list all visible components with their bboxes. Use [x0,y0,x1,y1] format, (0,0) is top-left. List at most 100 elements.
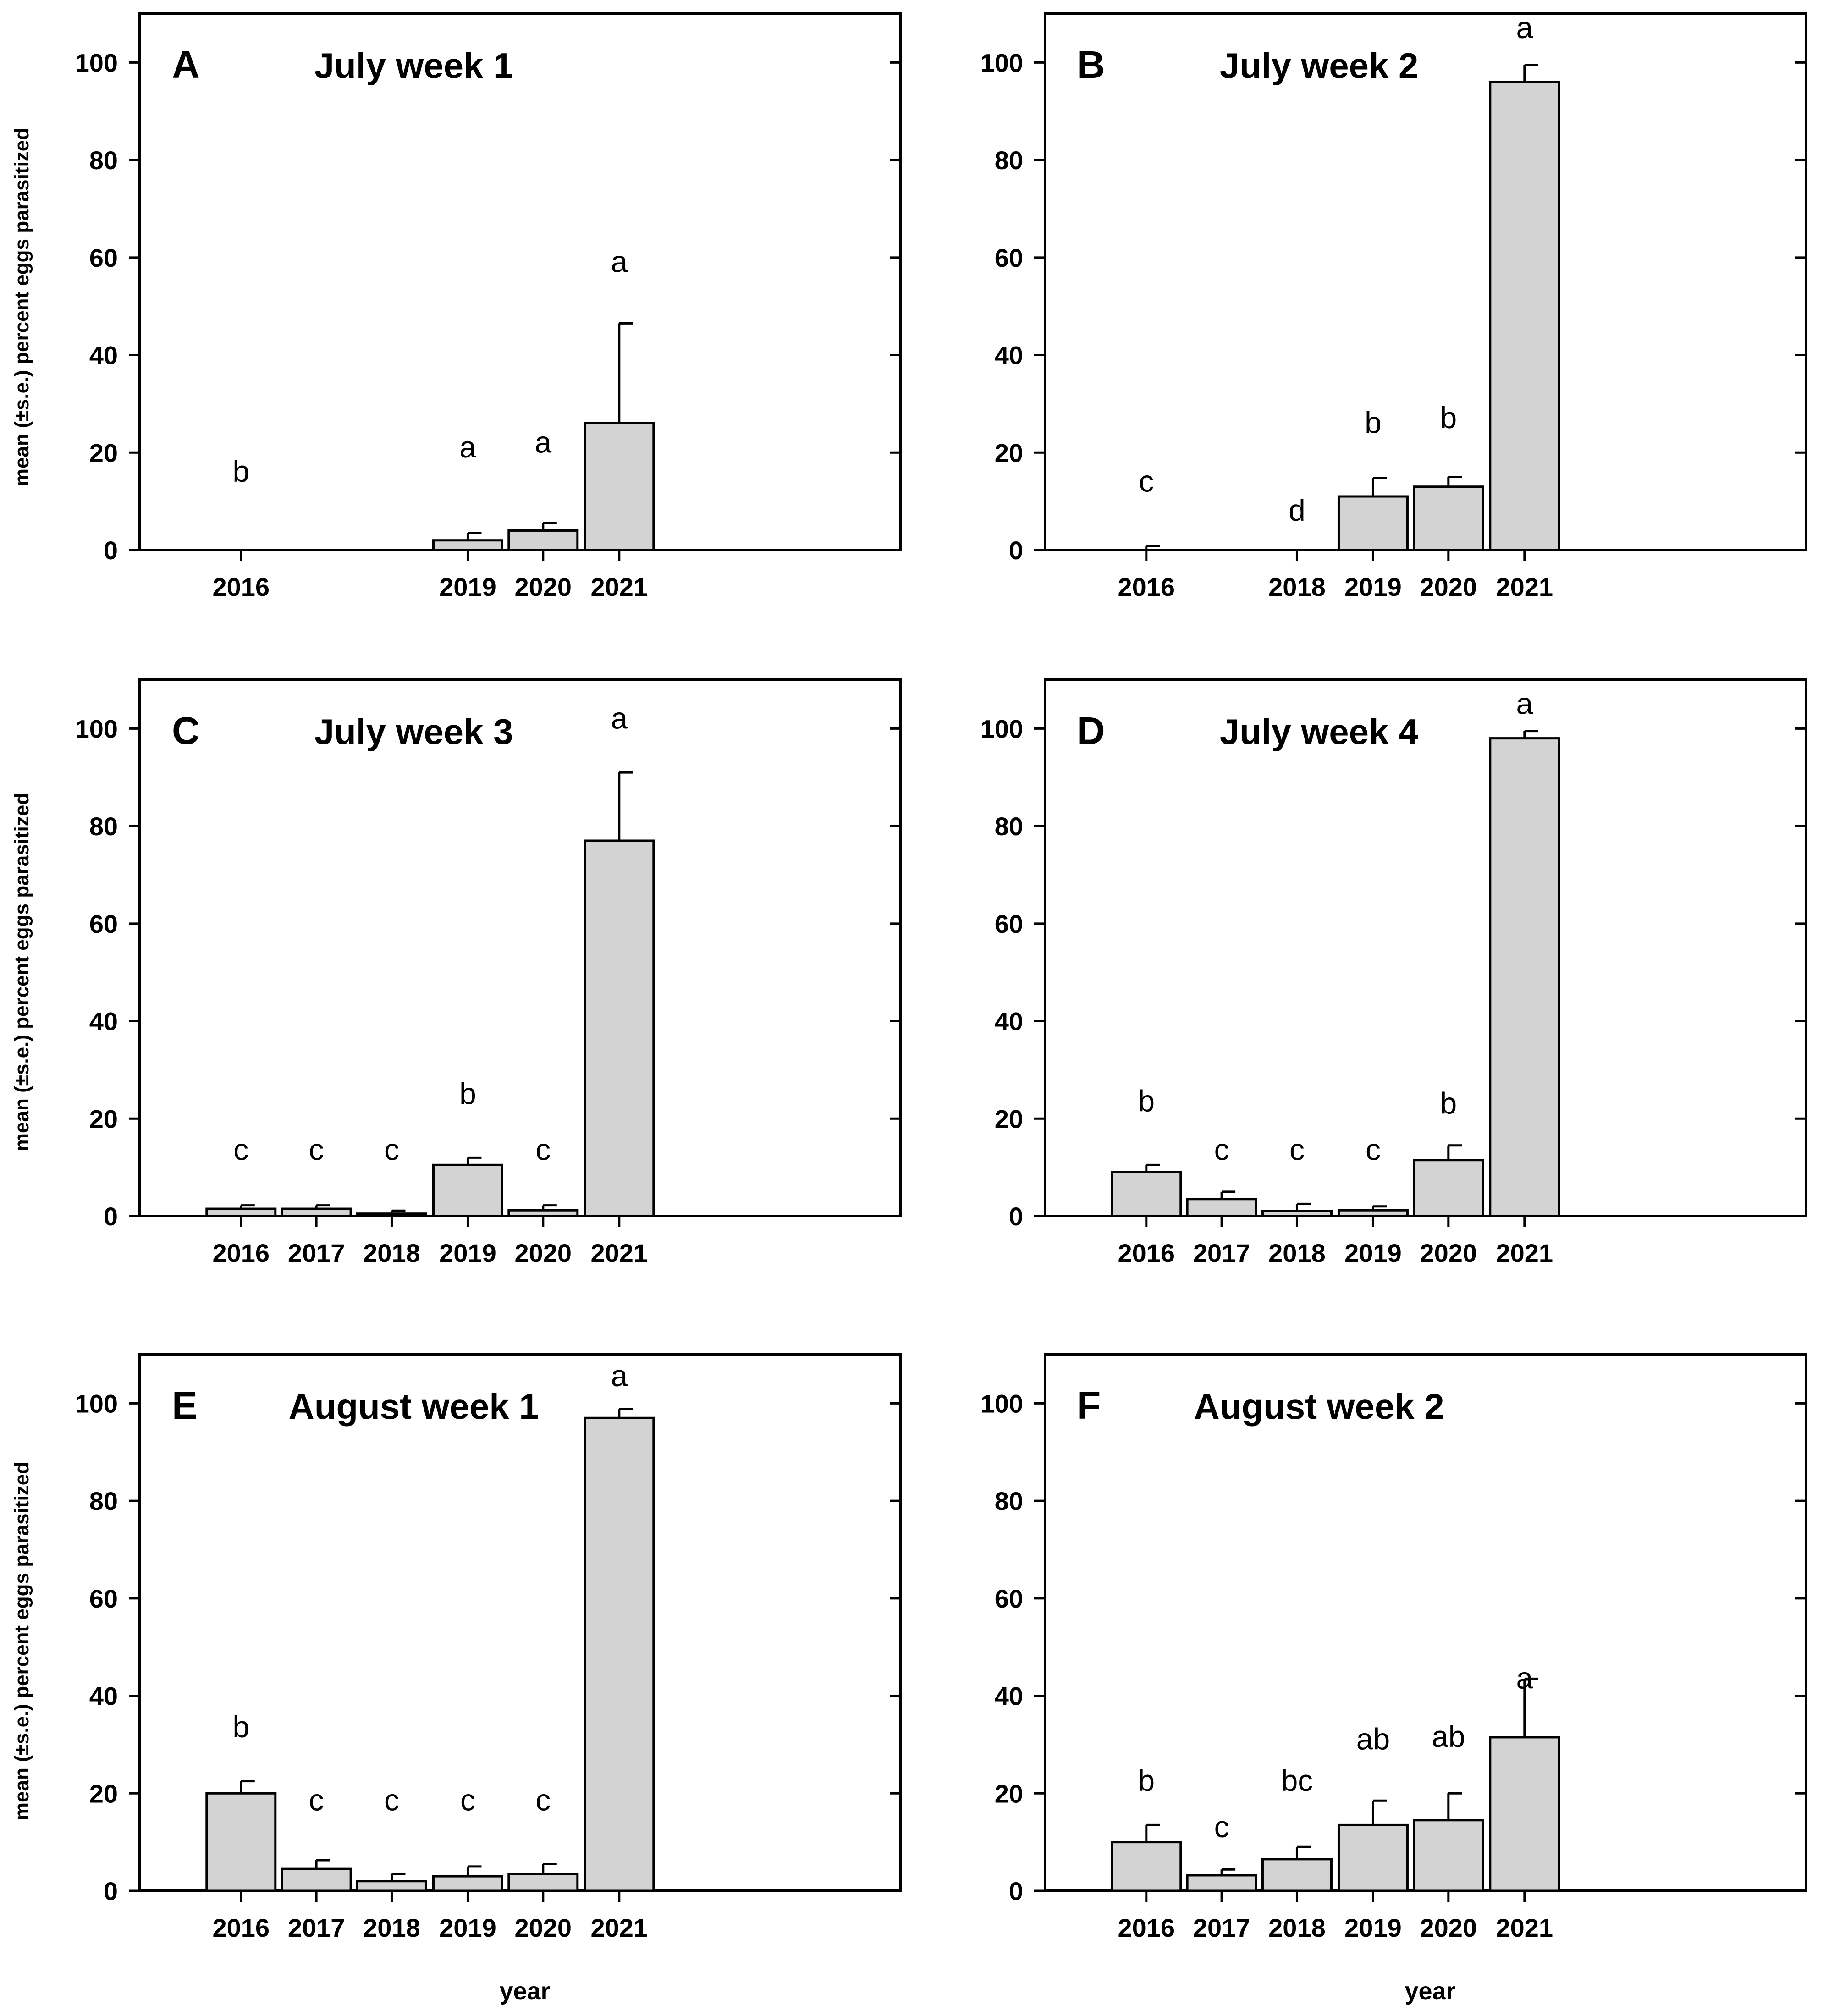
significance-letter: c [384,1133,399,1167]
y-tick-label: 20 [995,438,1023,467]
significance-letter: c [1214,1133,1229,1167]
x-tick-label: 2020 [1420,1913,1477,1942]
y-tick-label: 0 [1009,1877,1023,1906]
significance-letter: a [1516,1661,1533,1695]
x-tick-label: 2020 [515,1239,572,1267]
y-tick-label: 60 [995,909,1023,938]
significance-letter: a [534,425,551,459]
x-tick-label: 2020 [515,573,572,601]
y-tick-label: 20 [89,438,118,467]
significance-letter: a [611,1359,628,1393]
panel-letter: D [1077,709,1105,752]
y-tick-label: 100 [980,714,1023,743]
y-tick-label: 60 [995,243,1023,272]
significance-letter: b [232,1710,249,1744]
panel-title: July week 2 [1220,45,1419,86]
x-tick-label: 2020 [1420,1239,1477,1267]
y-tick-label: 100 [980,1389,1023,1418]
x-tick-label: 2017 [1193,1913,1250,1942]
significance-letter: c [460,1783,475,1817]
bar [205,1792,277,1892]
x-tick-label: 2018 [1268,573,1326,601]
panel-letter: E [172,1384,198,1427]
significance-letter: bc [1281,1763,1313,1797]
y-axis-title-row1: mean (±s.e.) percent eggs parasitized [11,128,33,486]
y-tick-label: 20 [89,1779,118,1808]
significance-letter: c [1289,1133,1305,1167]
y-tick-label: 40 [995,1007,1023,1036]
y-tick-label: 80 [995,812,1023,841]
x-axis-title-right: year [1404,1977,1455,2005]
y-tick-label: 80 [995,1487,1023,1515]
bar [356,1212,427,1217]
y-tick-label: 80 [89,812,118,841]
significance-letter: d [1289,493,1305,527]
y-tick-label: 0 [1009,1202,1023,1231]
bar [1337,495,1409,551]
bar [432,1875,503,1892]
x-tick-label: 2019 [1344,573,1402,601]
y-tick-label: 40 [89,1007,118,1036]
x-tick-label: 2020 [1420,573,1477,601]
bar [1186,1874,1257,1892]
panel-letter: A [172,43,200,86]
panel-C: 0 20 40 60 80 100 2016 2017 2018 2019 2020 2021 c c c b… [75,678,902,1267]
bar [1337,1209,1409,1217]
bar [356,1880,427,1892]
y-tick-label: 60 [89,909,118,938]
y-tick-label: 0 [104,536,118,565]
y-tick-label: 40 [995,341,1023,370]
panel-title: August week 1 [289,1386,539,1427]
significance-letter: a [611,701,628,735]
significance-letter: c [1366,1133,1381,1167]
panel-title: July week 1 [314,45,513,86]
x-tick-label: 2016 [1118,1913,1175,1942]
y-tick-label: 60 [995,1584,1023,1613]
significance-letter: c [309,1133,324,1167]
y-tick-label: 40 [995,1682,1023,1711]
x-tick-label: 2018 [363,1913,420,1942]
panel-letter: B [1077,43,1105,86]
significance-letter: c [309,1783,324,1817]
x-tick-label: 2016 [212,573,270,601]
x-tick-label: 2021 [591,1913,648,1942]
significance-letter: a [1516,686,1533,720]
significance-letter: b [1138,1763,1155,1797]
panel-letter: F [1077,1384,1101,1427]
y-tick-label: 0 [1009,536,1023,565]
bar [1489,737,1560,1217]
significance-letter: ab [1356,1722,1390,1756]
significance-letter: a [1516,11,1533,44]
panel-E: 0 20 40 60 80 100 2016 2017 2018 2019 2020 2021 b c c c… [75,1353,902,1942]
significance-letter: b [1365,406,1382,440]
y-tick-label: 60 [89,1584,118,1613]
x-tick-label: 2016 [212,1913,270,1942]
y-tick-label: 20 [995,1104,1023,1133]
bar [432,539,503,551]
x-tick-label: 2021 [1496,573,1553,601]
bar [1489,1736,1560,1892]
significance-letter: c [1214,1810,1229,1844]
x-tick-label: 2016 [1118,1239,1175,1267]
significance-letter: c [535,1783,551,1817]
bar [1413,1819,1484,1892]
panel-letter: C [172,709,200,752]
significance-letter: a [611,245,628,279]
x-tick-label: 2020 [515,1913,572,1942]
y-tick-label: 0 [104,1202,118,1231]
panel-title: July week 4 [1220,711,1419,752]
bar [1261,1210,1333,1217]
bar [1261,1858,1333,1892]
x-tick-label: 2021 [1496,1239,1553,1267]
bar [1413,1159,1484,1217]
y-tick-label: 80 [89,146,118,175]
significance-letter: b [1440,1086,1457,1120]
bar [584,422,655,551]
x-tick-label: 2019 [439,1913,496,1942]
bar [507,529,579,551]
significance-letter: b [459,1076,476,1110]
x-tick-label: 2017 [1193,1239,1250,1267]
x-tick-label: 2019 [439,1239,496,1267]
x-axis-title-left: year [499,1977,550,2005]
